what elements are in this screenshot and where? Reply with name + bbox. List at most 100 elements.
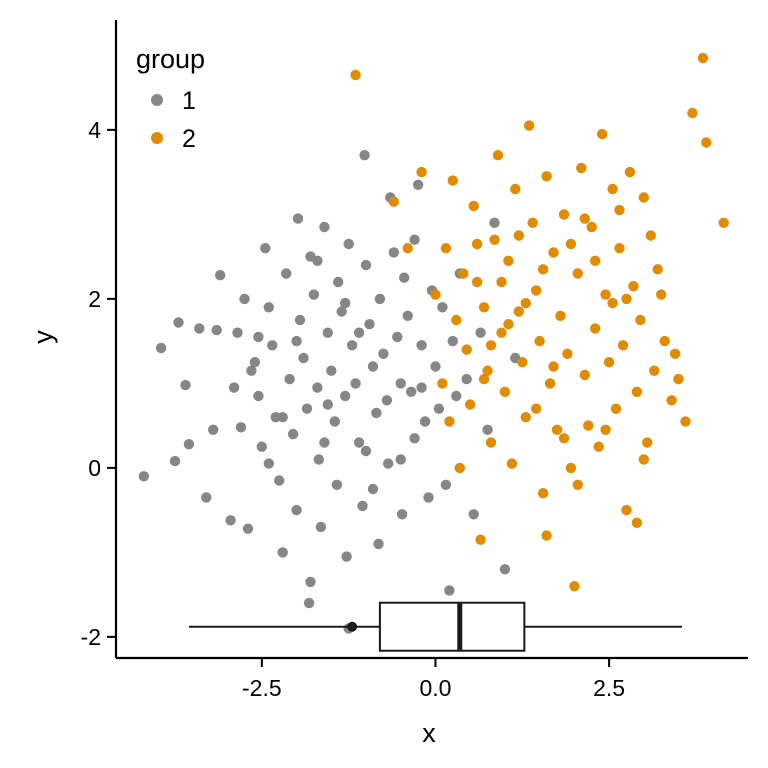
point-series-2-96 <box>537 264 549 275</box>
legend-key-2 <box>151 132 163 144</box>
point-series-2-41 <box>562 348 573 359</box>
point-series-1-57 <box>371 407 382 419</box>
x-tick-label-2: 2.5 <box>593 675 625 701</box>
axes: -2.5 0.0 2.5 -2 0 2 4 x y <box>28 20 748 748</box>
point-series-1-52 <box>357 500 368 512</box>
point-series-2-32 <box>531 285 542 296</box>
point-series-2-17 <box>478 302 490 313</box>
point-series-1-60 <box>378 348 389 359</box>
point-series-1-96 <box>322 399 333 410</box>
point-series-2-83 <box>485 340 497 351</box>
point-series-1-14 <box>242 523 254 534</box>
point-series-2-90 <box>471 238 483 250</box>
point-series-1-4 <box>169 455 181 467</box>
point-series-1-82 <box>447 335 458 347</box>
point-series-1-42 <box>329 416 340 427</box>
point-series-1-55 <box>364 319 375 330</box>
point-series-1-64 <box>388 247 399 258</box>
point-series-1-81 <box>444 585 455 596</box>
point-series-2-33 <box>534 335 545 347</box>
point-series-2-23 <box>499 386 511 397</box>
point-series-2-84 <box>565 238 577 250</box>
point-series-1-32 <box>301 403 313 414</box>
point-series-2-81 <box>548 361 559 372</box>
point-series-1-95 <box>277 412 288 423</box>
point-series-1-51 <box>353 437 365 448</box>
y-tick-label-3: 4 <box>88 117 101 143</box>
point-series-2-97 <box>614 204 625 216</box>
point-series-2-37 <box>548 247 559 258</box>
point-series-2-72 <box>687 107 698 119</box>
point-series-1-53 <box>359 150 370 161</box>
point-series-1-49 <box>346 340 358 351</box>
point-series-2-16 <box>475 534 486 545</box>
point-series-1-92 <box>305 576 316 588</box>
point-series-2-0 <box>350 69 361 81</box>
point-series-2-88 <box>503 319 514 330</box>
point-series-1-37 <box>313 454 324 465</box>
point-series-1-46 <box>340 390 351 402</box>
point-series-1-3 <box>180 379 191 391</box>
point-series-1-10 <box>232 327 243 338</box>
point-series-2-62 <box>635 314 646 326</box>
point-series-2-5 <box>437 378 448 389</box>
point-series-2-10 <box>454 462 465 474</box>
point-series-2-82 <box>590 255 601 266</box>
point-series-2-79 <box>572 479 583 490</box>
point-series-2-56 <box>614 243 625 254</box>
point-series-2-45 <box>576 162 587 174</box>
point-series-1-72 <box>412 179 424 190</box>
point-series-2-50 <box>593 441 604 452</box>
y-tick-label-2: 2 <box>88 286 101 312</box>
point-series-2-24 <box>503 255 514 266</box>
point-series-1-24 <box>277 547 288 558</box>
point-series-1-5 <box>183 439 195 450</box>
point-series-1-87 <box>475 327 486 338</box>
point-series-2-11 <box>458 268 469 279</box>
point-series-2-94 <box>496 276 507 288</box>
point-series-1-105 <box>367 483 379 495</box>
point-series-1-44 <box>333 276 344 288</box>
point-series-2-34 <box>537 488 549 499</box>
point-series-2-13 <box>465 399 476 410</box>
point-series-2-9 <box>451 314 462 326</box>
point-series-2-38 <box>551 424 563 435</box>
point-series-1-12 <box>235 422 247 433</box>
point-series-1-104 <box>312 255 323 266</box>
point-series-2-93 <box>520 297 531 309</box>
point-series-1-94 <box>246 365 257 376</box>
x-axis-title: x <box>422 718 436 748</box>
point-series-2-73 <box>697 52 709 64</box>
point-series-1-56 <box>367 361 379 372</box>
point-series-2-48 <box>586 221 597 233</box>
point-series-2-68 <box>659 335 670 347</box>
point-series-1-35 <box>308 289 320 300</box>
point-series-2-71 <box>680 416 691 427</box>
point-series-1-71 <box>409 433 420 444</box>
point-series-1-73 <box>416 340 427 351</box>
point-series-1-66 <box>395 378 406 389</box>
point-series-1-50 <box>350 378 361 389</box>
point-series-2-35 <box>541 171 552 182</box>
point-series-1-17 <box>253 390 264 402</box>
point-series-2-52 <box>600 289 611 300</box>
point-series-1-83 <box>451 390 462 402</box>
point-series-2-89 <box>656 289 667 300</box>
point-series-2-67 <box>652 264 663 275</box>
point-series-2-2 <box>402 243 413 254</box>
boxplot-box <box>378 601 526 652</box>
point-series-1-36 <box>312 382 323 393</box>
point-series-1-98 <box>395 454 406 465</box>
point-series-1-107 <box>353 327 365 338</box>
point-series-1-11 <box>228 382 240 393</box>
point-series-2-15 <box>471 276 483 288</box>
point-series-2-92 <box>579 213 590 224</box>
point-series-2-21 <box>492 150 504 161</box>
point-series-1-28 <box>291 504 302 516</box>
point-series-1-27 <box>287 428 299 440</box>
point-series-1-77 <box>430 361 441 372</box>
point-series-2-3 <box>416 166 427 178</box>
point-series-2-51 <box>597 128 608 140</box>
point-series-2-43 <box>569 581 580 592</box>
